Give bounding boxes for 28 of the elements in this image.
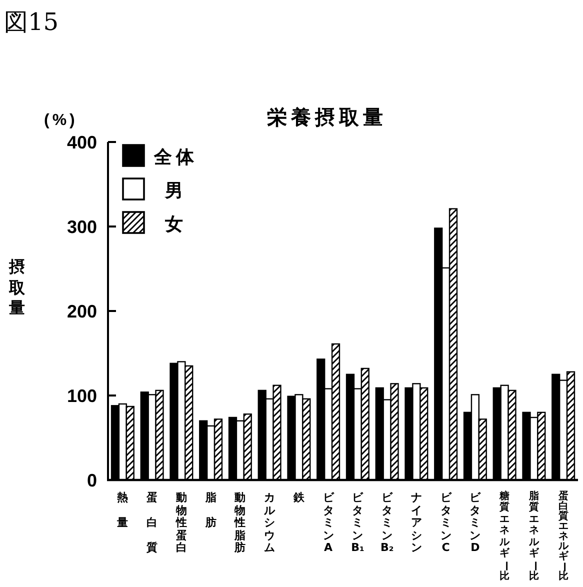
- caption: 図15: [4, 8, 59, 36]
- x-tick-label: 鉄: [292, 491, 306, 504]
- x-tick-label: ビタミンB₁: [350, 491, 365, 554]
- x-tick-label: 糖質エネルギー比: [498, 491, 512, 582]
- y-tick-label: 100: [66, 386, 97, 406]
- x-tick-label: ビタミンD: [468, 491, 482, 554]
- y-axis-title: 摂取量: [8, 257, 26, 317]
- x-tick-label: 動物性脂肪: [233, 491, 247, 554]
- chart-title: 栄養摂取量: [267, 105, 387, 129]
- x-tick-label: 熱量: [116, 491, 130, 529]
- x-tick-label: 動物性蛋白: [174, 491, 188, 554]
- text: (%): [44, 112, 78, 129]
- y-tick-label: 400: [66, 132, 97, 152]
- y-tick-label: 200: [66, 302, 97, 322]
- x-tick-label: 脂質エネルギー比: [528, 491, 540, 582]
- legend-label: 男: [164, 180, 187, 202]
- category-label: 蛋白質エネルギー比: [558, 491, 570, 582]
- legend-label: 女: [164, 214, 187, 235]
- x-tick-label: カルシウム: [263, 491, 276, 554]
- x-tick-label: 脂肪: [204, 491, 218, 529]
- x-tick-label: ビタミンB₂: [380, 491, 394, 554]
- y-tick-label: 0: [86, 470, 97, 490]
- legend-label: 全体: [153, 147, 198, 168]
- y-tick-label: 300: [66, 217, 97, 237]
- x-tick-label: 蛋白質: [146, 491, 159, 554]
- x-tick-label: ナイアシン: [410, 491, 423, 554]
- x-tick-label: ビタミンC: [439, 491, 453, 554]
- x-tick-label: ビタミンA: [322, 491, 336, 554]
